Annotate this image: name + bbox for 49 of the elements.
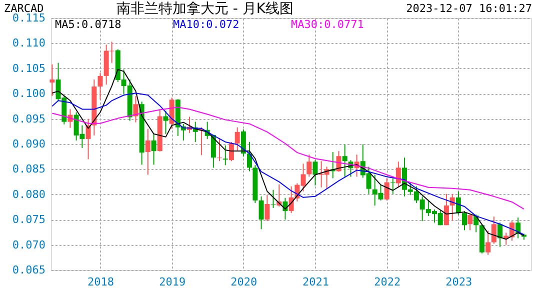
y-tick-label: 0.080	[12, 188, 46, 201]
y-tick-label: 0.070	[12, 238, 46, 252]
candlestick	[491, 216, 496, 244]
y-tick-label: 0.075	[12, 213, 46, 226]
candlestick	[217, 137, 222, 162]
candlestick	[390, 178, 396, 194]
candlestick	[396, 161, 401, 188]
candlestick	[222, 145, 228, 166]
y-tick-label: 0.115	[12, 12, 46, 24]
candlestick	[467, 214, 472, 231]
candlestick	[133, 96, 138, 123]
x-tick-label: 2022	[374, 276, 401, 288]
chart-title: 南非兰特加拿大元 - 月K线图	[116, 1, 294, 17]
x-tick-label: 2019	[159, 276, 186, 288]
text: MA10:0.072	[173, 18, 240, 31]
text: 2023-12-07 16:01:27	[406, 2, 532, 15]
candlestick	[258, 196, 264, 230]
candlestick	[151, 133, 156, 166]
y-tick-label: 0.100	[12, 87, 46, 100]
y-tick-label: 0.110	[12, 36, 46, 50]
candlestick	[50, 64, 55, 97]
candlestick	[312, 160, 318, 186]
x-tick-label: 2020	[230, 276, 258, 288]
candlestick	[342, 144, 348, 178]
candlestick	[384, 178, 390, 201]
text: MA5:0.0718	[55, 18, 122, 31]
y-tick-label: 0.090	[12, 138, 46, 150]
y-tick-label: 0.085	[12, 162, 46, 176]
candlestick	[270, 189, 276, 209]
y-tick-label: 0.095	[12, 112, 46, 126]
candlestick	[240, 128, 246, 158]
candlestick	[163, 110, 168, 134]
candlestick	[444, 193, 449, 226]
candlestick	[234, 126, 240, 152]
candlestick	[264, 194, 270, 222]
candlestick	[462, 210, 467, 231]
candlestick	[247, 141, 252, 172]
x-tick-label: 2023	[446, 276, 472, 288]
candlestick	[306, 154, 312, 178]
line-series	[52, 106, 524, 210]
y-tick-label: 0.065	[12, 264, 46, 276]
candlestick	[486, 230, 491, 256]
candlestick	[98, 72, 103, 100]
x-tick-label: 2021	[302, 276, 329, 288]
x-tick-label: 2018	[87, 276, 114, 288]
text: MA30:0.0771	[291, 18, 364, 31]
candlestick	[228, 141, 234, 162]
y-tick-label: 0.105	[12, 62, 46, 75]
candlestick	[145, 128, 150, 176]
